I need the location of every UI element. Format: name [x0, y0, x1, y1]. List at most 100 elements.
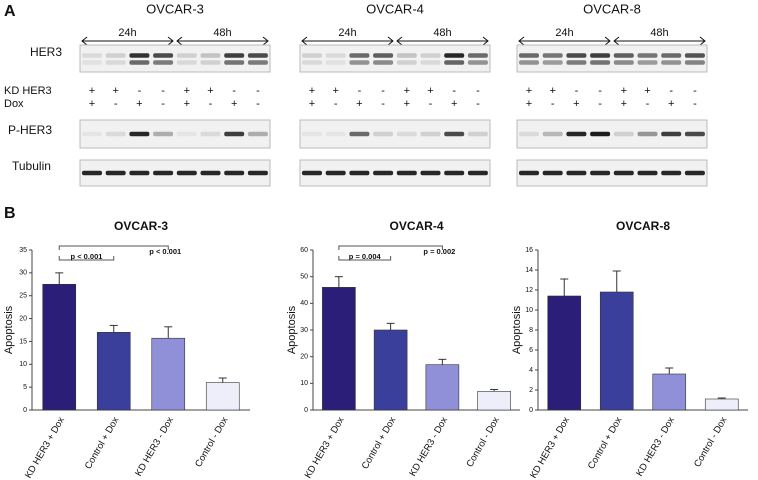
dox-sign: + [404, 98, 410, 110]
kd-sign: + [89, 85, 95, 97]
y-tick-label: 0 [304, 407, 308, 414]
band [467, 131, 488, 137]
band [637, 131, 658, 137]
band [613, 131, 634, 137]
dox-sign: - [334, 98, 338, 110]
blot-image [516, 44, 708, 73]
band [420, 170, 441, 176]
kd-sign: + [112, 85, 118, 97]
dox-sign: - [161, 98, 165, 110]
y-tick-label: 0 [529, 407, 533, 414]
bar [547, 295, 582, 411]
blot-title: OVCAR-4 [366, 1, 424, 16]
kd-sign: + [621, 85, 627, 97]
x-tick-label: Control - Dox [193, 415, 231, 469]
y-tick-label: 15 [19, 338, 27, 345]
band [373, 60, 394, 65]
bar [704, 398, 739, 411]
band [153, 170, 174, 176]
row-label: Tubulin [12, 159, 51, 173]
band [325, 170, 346, 176]
band [684, 131, 705, 137]
band [82, 53, 102, 58]
band [129, 53, 150, 58]
bar [151, 337, 186, 411]
band [661, 60, 682, 65]
y-tick-label: 50 [300, 274, 308, 281]
band [396, 170, 417, 176]
band [684, 53, 705, 58]
band [153, 60, 174, 65]
band [200, 170, 221, 176]
time-arrow [396, 36, 489, 46]
band [396, 60, 417, 65]
row-label: HER3 [30, 45, 62, 59]
band [590, 170, 611, 176]
kd-sign: - [232, 85, 236, 97]
band [467, 170, 488, 176]
p-value: p < 0.001 [149, 247, 181, 256]
x-tick-label: Control + Dox [360, 415, 399, 471]
dox-sign: + [231, 98, 237, 110]
panel-label: B [4, 205, 16, 222]
band [176, 53, 197, 58]
band [444, 60, 465, 65]
band [224, 170, 245, 176]
band [105, 60, 126, 65]
band [200, 60, 221, 65]
kd-sign: + [332, 85, 338, 97]
x-tick-label: KD HER3 + Dox [23, 415, 67, 480]
bar [42, 283, 77, 411]
kd-sign: + [309, 85, 315, 97]
kd-sign: - [452, 85, 456, 97]
time-arrow [518, 36, 611, 46]
dox-sign: - [646, 98, 650, 110]
significance-bracket [338, 245, 443, 250]
kd-sign: - [575, 85, 579, 97]
band [247, 131, 268, 137]
dox-sign: + [621, 98, 627, 110]
y-tick-label: 16 [525, 247, 533, 254]
kd-sign: - [693, 85, 697, 97]
kd-sign: + [526, 85, 532, 97]
dox-sign: - [209, 98, 213, 110]
band [420, 53, 441, 58]
p-value: p = 0.002 [423, 247, 455, 256]
bar [373, 329, 408, 411]
row-label: KD HER3 [4, 85, 52, 97]
bar [652, 373, 687, 411]
significance-bracket [58, 245, 169, 250]
band [82, 60, 102, 65]
band [590, 53, 611, 58]
band [200, 53, 221, 58]
chart-title: OVCAR-8 [616, 219, 670, 233]
x-tick-label: KD HER3 - Dox [407, 415, 450, 478]
band [349, 60, 370, 65]
y-tick-label: 20 [300, 354, 308, 361]
band [153, 131, 174, 137]
kd-sign: + [207, 85, 213, 97]
y-tick-label: 2 [529, 387, 533, 394]
row-label: Dox [4, 98, 24, 110]
band [684, 170, 705, 176]
band [105, 53, 126, 58]
band [224, 131, 245, 137]
x-tick-label: Control - Dox [464, 415, 502, 469]
y-tick-label: 35 [19, 247, 27, 254]
dox-sign: + [356, 98, 362, 110]
time-label: 48h [650, 27, 668, 39]
y-tick-label: 12 [525, 287, 533, 294]
band [105, 131, 126, 137]
x-tick-label: Control + Dox [83, 415, 122, 471]
band [247, 170, 268, 176]
band [200, 131, 221, 137]
band [590, 60, 611, 65]
time-label: 24h [118, 27, 136, 39]
x-tick-label: Control + Dox [586, 415, 625, 471]
y-tick-label: 20 [19, 315, 27, 322]
time-arrow [301, 36, 394, 46]
kd-sign: - [161, 85, 165, 97]
bar [477, 391, 511, 411]
band [542, 131, 563, 137]
